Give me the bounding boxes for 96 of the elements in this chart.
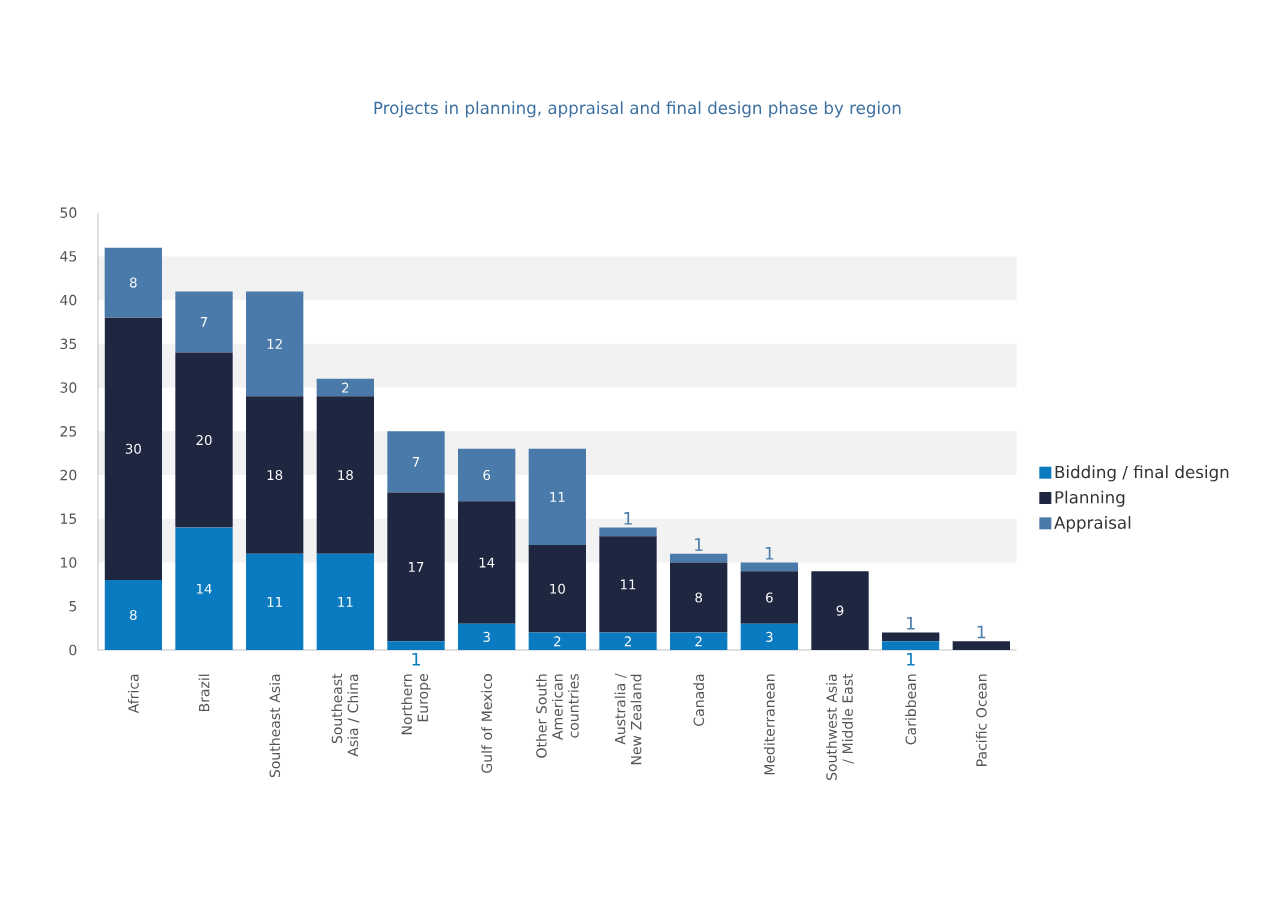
legend-label: Appraisal (1054, 516, 1131, 533)
data-label: 3 (766, 631, 773, 643)
bar (740, 562, 799, 572)
bar (458, 448, 516, 502)
data-label: 8 (130, 610, 137, 621)
data-label: 11 (267, 597, 282, 607)
x-tick-label: Mediterranean (763, 674, 775, 775)
bar (246, 396, 304, 554)
bar (882, 632, 940, 642)
data-label: 2 (342, 382, 349, 393)
x-tick-label: Caribbean (905, 674, 917, 745)
bar (104, 580, 163, 651)
x-tick-label: Southwest Asia / Middle East (826, 673, 854, 781)
bar (316, 396, 375, 554)
y-tick-label: 0 (69, 644, 77, 656)
bar (387, 641, 445, 651)
data-label: 17 (408, 562, 424, 572)
legend-label: Bidding / final design (1055, 465, 1229, 482)
bar (104, 317, 163, 581)
bar (528, 632, 587, 651)
y-tick-label: 20 (60, 469, 77, 481)
data-label: 2 (624, 636, 631, 647)
x-tick-label: Africa (127, 674, 139, 714)
data-label: 1 (907, 617, 915, 630)
y-tick-label: 50 (60, 207, 77, 219)
bar (246, 553, 304, 651)
x-tick-label: Pacific Ocean (975, 674, 987, 767)
y-tick-label: 10 (61, 557, 77, 568)
bar (175, 291, 233, 353)
x-tick-label: Gulf of Mexico (481, 674, 493, 773)
x-tick-label: Northern Europe (401, 674, 431, 735)
data-label: 10 (550, 583, 565, 594)
bar (599, 536, 657, 633)
bar (458, 501, 516, 624)
bar (175, 352, 233, 528)
data-label: 1 (765, 547, 774, 560)
data-label: 9 (836, 605, 844, 616)
y-tick-label: 15 (61, 513, 77, 525)
data-label: 1 (907, 653, 915, 666)
data-label: 2 (554, 636, 561, 647)
bar (599, 527, 657, 537)
bar (104, 247, 163, 318)
x-tick-label: Other South American countries (535, 674, 579, 758)
bar (528, 448, 587, 546)
x-tick-label: Southeast Asia / China (331, 673, 360, 757)
data-label: 11 (338, 597, 353, 607)
data-label: 12 (267, 339, 282, 349)
bar (811, 571, 869, 651)
data-label: 11 (550, 492, 565, 502)
y-tick-label: 40 (60, 295, 77, 306)
bar (952, 641, 1011, 651)
y-tick-label: 25 (60, 426, 77, 437)
data-label: 8 (130, 277, 137, 288)
bar (175, 527, 233, 651)
bar (670, 632, 728, 651)
bar (740, 571, 799, 624)
data-label: 7 (200, 317, 208, 328)
bar (528, 545, 587, 633)
bar (670, 562, 728, 633)
data-label: 1 (624, 512, 632, 525)
data-label: 1 (977, 625, 986, 639)
x-tick-label: Canada (693, 674, 705, 727)
data-label: 14 (196, 584, 212, 594)
bar (387, 431, 445, 493)
bar (387, 492, 445, 642)
bar (316, 379, 375, 397)
data-label: 11 (620, 579, 636, 590)
chart-title: Projects in planning, appraisal and final design phase by region (374, 101, 901, 118)
y-tick-label: 35 (60, 338, 77, 350)
data-label: 6 (483, 470, 491, 481)
bar (740, 623, 799, 651)
bar (670, 553, 728, 563)
data-label: 1 (412, 653, 420, 666)
bar (882, 641, 940, 651)
bar (599, 632, 657, 651)
x-tick-label: Southeast Asia (269, 674, 281, 778)
y-tick-label: 5 (69, 601, 77, 612)
bar (458, 623, 516, 651)
data-label: 3 (483, 631, 490, 643)
data-label: 2 (695, 636, 702, 647)
x-tick-label: Brazil (198, 674, 210, 712)
data-label: 20 (196, 435, 212, 446)
bar (246, 291, 304, 397)
data-label: 6 (766, 592, 773, 603)
y-tick-label: 45 (60, 251, 77, 262)
data-label: 1 (695, 538, 703, 552)
data-label: 14 (479, 557, 495, 568)
data-label: 8 (695, 592, 703, 603)
data-label: 18 (338, 470, 353, 481)
x-tick-label: Australia / New Zealand (614, 673, 642, 765)
bar (316, 553, 375, 651)
data-label: 30 (125, 443, 141, 455)
y-tick-label: 30 (60, 382, 77, 394)
legend-label: Planning (1055, 490, 1125, 507)
data-label: 7 (412, 457, 420, 467)
data-label: 18 (267, 470, 283, 481)
